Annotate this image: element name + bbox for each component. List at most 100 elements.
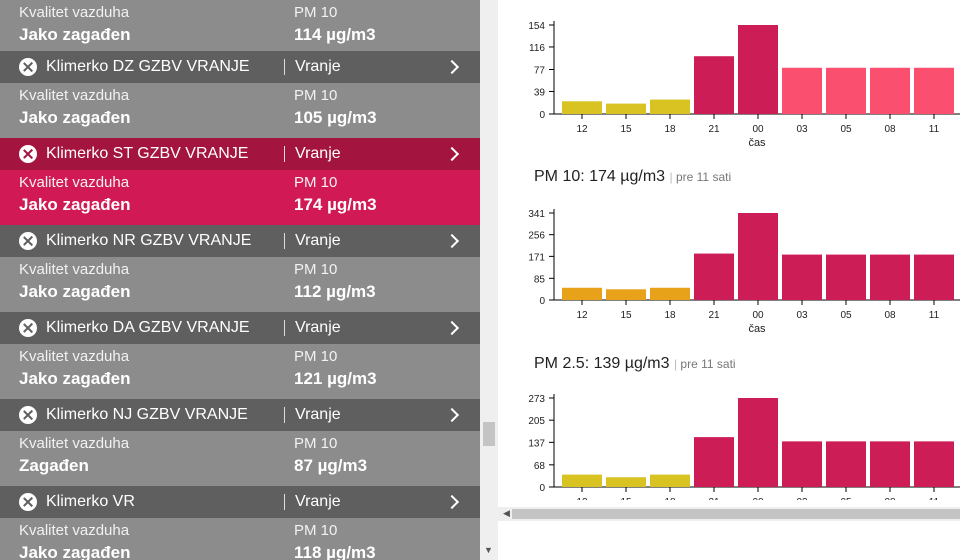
chart-bar bbox=[826, 67, 866, 114]
chart-bar bbox=[870, 441, 910, 487]
y-tick-label: 0 bbox=[539, 483, 545, 494]
station-name: Klimerko DA GZBV VRANJE bbox=[46, 319, 250, 336]
close-icon[interactable] bbox=[19, 232, 37, 250]
station-entry[interactable]: Kvalitet vazduha PM 10 Jako zagađen 114 … bbox=[0, 0, 480, 55]
close-icon[interactable] bbox=[19, 58, 37, 76]
y-tick-label: 85 bbox=[534, 274, 546, 285]
chevron-right-icon[interactable] bbox=[444, 59, 460, 75]
x-tick-label: 00 bbox=[752, 310, 764, 321]
station-entry[interactable]: Klimerko VR Vranje Kvalitet vazduha PM 1… bbox=[0, 486, 480, 560]
scrollbar-thumb[interactable] bbox=[512, 509, 960, 519]
chart-bar bbox=[782, 67, 822, 114]
air-quality-status: Jako zagađen bbox=[19, 25, 131, 44]
air-quality-label: Kvalitet vazduha bbox=[19, 261, 130, 278]
chart-bar bbox=[870, 67, 910, 114]
close-icon[interactable] bbox=[19, 493, 37, 511]
horizontal-scrollbar[interactable]: ◀ bbox=[498, 507, 960, 521]
station-summary[interactable]: Kvalitet vazduha PM 10 Jako zagađen 105 … bbox=[0, 83, 480, 138]
chevron-right-icon[interactable] bbox=[444, 233, 460, 249]
station-entry-selected[interactable]: Klimerko ST GZBV VRANJE Vranje Kvalitet … bbox=[0, 138, 480, 225]
title-divider: | bbox=[673, 357, 681, 371]
pm-label: PM 10 bbox=[294, 174, 338, 191]
x-tick-label: 03 bbox=[796, 124, 808, 135]
station-summary[interactable]: Kvalitet vazduha PM 10 Jako zagađen 121 … bbox=[0, 344, 480, 399]
close-icon[interactable] bbox=[19, 145, 37, 163]
station-summary[interactable]: Kvalitet vazduha PM 10 Jako zagađen 174 … bbox=[0, 170, 480, 225]
chart-bar bbox=[914, 67, 954, 114]
chart-bar bbox=[826, 441, 866, 487]
chart-bar bbox=[606, 103, 646, 114]
pm-value: 174 µg/m3 bbox=[294, 195, 377, 214]
air-quality-label: Kvalitet vazduha bbox=[19, 435, 130, 452]
station-header[interactable]: Klimerko NJ GZBV VRANJE Vranje bbox=[0, 399, 480, 431]
station-header[interactable]: Klimerko VR Vranje bbox=[0, 486, 480, 518]
station-header[interactable]: Klimerko DA GZBV VRANJE Vranje bbox=[0, 312, 480, 344]
y-tick-label: 256 bbox=[528, 231, 545, 242]
station-name: Klimerko VR bbox=[46, 493, 135, 510]
chart-bar bbox=[694, 253, 734, 300]
scroll-left-icon[interactable]: ◀ bbox=[503, 508, 510, 518]
chart-updated-ago: pre 11 sati bbox=[675, 170, 732, 184]
station-summary[interactable]: Kvalitet vazduha PM 10 Jako zagađen 118 … bbox=[0, 518, 480, 560]
x-tick-label: 21 bbox=[708, 310, 720, 321]
station-header[interactable]: Klimerko NR GZBV VRANJE Vranje bbox=[0, 225, 480, 257]
pm-label: PM 10 bbox=[294, 4, 338, 21]
x-tick-label: 05 bbox=[840, 124, 852, 135]
x-tick-label: 08 bbox=[884, 124, 896, 135]
chart-bar bbox=[562, 474, 602, 487]
x-tick-label: 08 bbox=[884, 497, 896, 500]
chart-bar bbox=[606, 477, 646, 487]
chart-title: PM 2.5: 139 µg/m3 | pre 11 sati bbox=[534, 355, 736, 373]
station-list: Kvalitet vazduha PM 10 Jako zagađen 114 … bbox=[0, 0, 480, 560]
close-icon[interactable] bbox=[19, 319, 37, 337]
x-axis-label: čas bbox=[748, 323, 766, 335]
chart-bar bbox=[738, 213, 778, 300]
x-tick-label: 12 bbox=[576, 310, 588, 321]
y-tick-label: 116 bbox=[529, 43, 545, 54]
air-quality-status: Jako zagađen bbox=[19, 108, 131, 127]
station-city: Vranje bbox=[295, 493, 341, 510]
station-city: Vranje bbox=[295, 58, 341, 75]
title-divider: | bbox=[669, 170, 676, 184]
x-tick-label: 18 bbox=[664, 124, 676, 135]
station-entry[interactable]: Klimerko DA GZBV VRANJE Vranje Kvalitet … bbox=[0, 312, 480, 399]
chart-bar bbox=[606, 289, 646, 300]
air-quality-label: Kvalitet vazduha bbox=[19, 522, 130, 539]
station-summary[interactable]: Kvalitet vazduha PM 10 Jako zagađen 114 … bbox=[0, 0, 480, 55]
scroll-down-icon[interactable]: ▼ bbox=[484, 545, 493, 555]
x-tick-label: 12 bbox=[576, 497, 588, 500]
charts-panel: PM 10: 174 µg/m3 | pre 11 sati PM 2.5: 1… bbox=[498, 0, 960, 560]
chart-bar bbox=[562, 287, 602, 300]
pm-label: PM 10 bbox=[294, 261, 338, 278]
close-icon[interactable] bbox=[19, 406, 37, 424]
air-quality-status: Jako zagađen bbox=[19, 369, 131, 388]
x-tick-label: 00 bbox=[752, 124, 764, 135]
x-tick-label: 05 bbox=[840, 497, 852, 500]
pm-label: PM 10 bbox=[294, 87, 338, 104]
station-header[interactable]: Klimerko DZ GZBV VRANJE Vranje bbox=[0, 51, 480, 83]
chart-bar bbox=[694, 437, 734, 487]
station-entry[interactable]: Klimerko NR GZBV VRANJE Vranje Kvalitet … bbox=[0, 225, 480, 312]
scrollbar-thumb[interactable] bbox=[483, 422, 495, 446]
station-city: Vranje bbox=[295, 319, 341, 336]
station-entry[interactable]: Klimerko DZ GZBV VRANJE Vranje Kvalitet … bbox=[0, 51, 480, 138]
x-tick-label: 03 bbox=[796, 497, 808, 500]
station-summary[interactable]: Kvalitet vazduha PM 10 Jako zagađen 112 … bbox=[0, 257, 480, 312]
x-tick-label: 11 bbox=[929, 124, 940, 135]
x-tick-label: 18 bbox=[664, 497, 676, 500]
chart-bar bbox=[870, 254, 910, 300]
list-scrollbar[interactable]: ▼ bbox=[480, 0, 498, 560]
chevron-right-icon[interactable] bbox=[444, 320, 460, 336]
chevron-right-icon[interactable] bbox=[444, 494, 460, 510]
air-quality-status: Jako zagađen bbox=[19, 195, 131, 214]
chevron-right-icon[interactable] bbox=[444, 146, 460, 162]
station-summary[interactable]: Kvalitet vazduha PM 10 Zagađen 87 µg/m3 bbox=[0, 431, 480, 486]
chart-bar bbox=[694, 56, 734, 114]
x-tick-label: 12 bbox=[576, 124, 588, 135]
chevron-right-icon[interactable] bbox=[444, 407, 460, 423]
y-tick-label: 77 bbox=[534, 66, 546, 77]
station-header[interactable]: Klimerko ST GZBV VRANJE Vranje bbox=[0, 138, 480, 170]
chart-bar bbox=[782, 441, 822, 487]
station-entry[interactable]: Klimerko NJ GZBV VRANJE Vranje Kvalitet … bbox=[0, 399, 480, 486]
air-quality-status: Zagađen bbox=[19, 456, 89, 475]
